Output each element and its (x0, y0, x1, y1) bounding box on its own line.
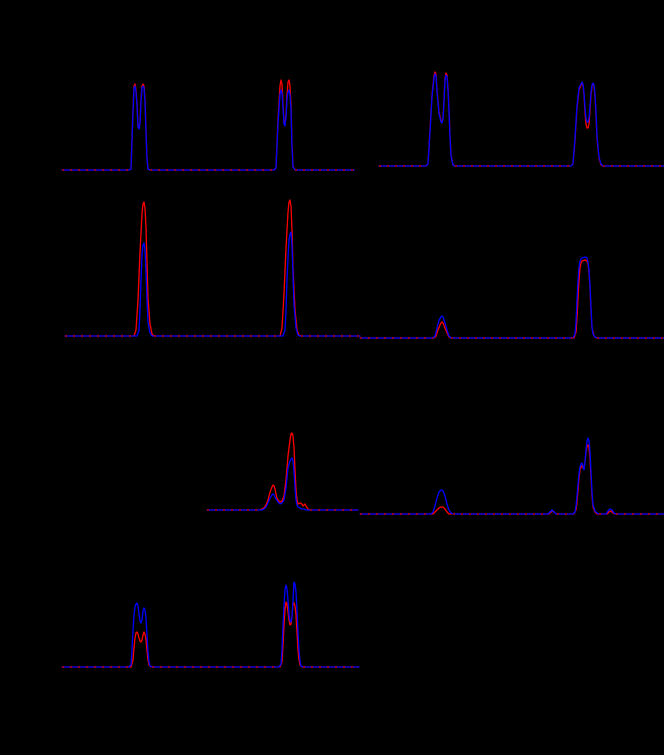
trace-red-row3-left (206, 432, 359, 511)
trace-blue-row3-right (359, 437, 664, 515)
trace-red-row4-left (61, 601, 360, 668)
trace-blue-row2-left (64, 231, 361, 337)
trace-blue-row1-right (378, 73, 664, 167)
trace-red-row1-right (378, 71, 664, 167)
trace-red-row1-left (61, 79, 355, 171)
trace-blue-row3-left (206, 457, 359, 511)
trace-red-row2-right (359, 259, 664, 339)
trace-blue-row4-left (61, 581, 360, 668)
trace-blue-row1-left (61, 85, 355, 171)
trace-red-row2-left (64, 199, 361, 337)
trace-red-row3-right (359, 444, 664, 515)
trace-blue-row2-right (359, 256, 664, 339)
